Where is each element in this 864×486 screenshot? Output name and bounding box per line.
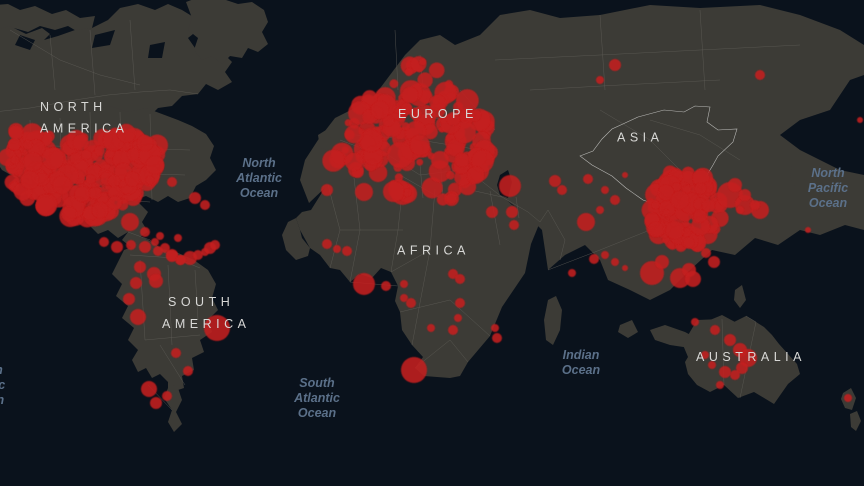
svg-text:SOUTH: SOUTH — [168, 295, 234, 309]
svg-text:AMERICA: AMERICA — [40, 122, 128, 136]
svg-text:Atlantic: Atlantic — [235, 171, 282, 185]
svg-text:North: North — [811, 166, 845, 180]
svg-text:South: South — [299, 376, 335, 390]
svg-text:Ocean: Ocean — [809, 196, 848, 210]
svg-text:Pacific: Pacific — [808, 181, 848, 195]
svg-text:NORTH: NORTH — [40, 100, 107, 114]
svg-text:Ocean: Ocean — [0, 393, 4, 407]
svg-text:Pacific: Pacific — [0, 378, 5, 392]
svg-text:Ocean: Ocean — [240, 186, 279, 200]
svg-text:Ocean: Ocean — [298, 406, 337, 420]
svg-text:South: South — [0, 363, 3, 377]
svg-text:North: North — [242, 156, 276, 170]
svg-text:ASIA: ASIA — [617, 131, 664, 145]
svg-text:Ocean: Ocean — [562, 363, 601, 377]
svg-text:Indian: Indian — [563, 348, 600, 362]
svg-text:Atlantic: Atlantic — [293, 391, 340, 405]
svg-text:EUROPE: EUROPE — [398, 107, 478, 121]
svg-text:AMERICA: AMERICA — [162, 317, 250, 331]
svg-text:AFRICA: AFRICA — [397, 244, 470, 258]
svg-text:AUSTRALIA: AUSTRALIA — [696, 350, 806, 364]
